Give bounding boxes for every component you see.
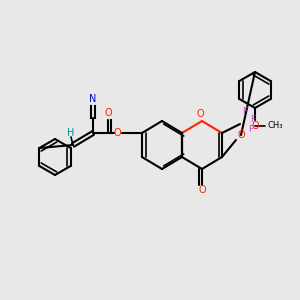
Text: H: H xyxy=(67,128,75,138)
Text: CH₃: CH₃ xyxy=(267,122,283,130)
Text: O: O xyxy=(196,109,204,119)
Text: O: O xyxy=(113,128,121,138)
Text: O: O xyxy=(104,108,112,118)
Text: F: F xyxy=(242,107,247,116)
Text: O: O xyxy=(198,185,206,195)
Text: F: F xyxy=(248,125,253,134)
Text: F: F xyxy=(250,116,255,124)
Text: O: O xyxy=(251,121,259,131)
Text: O: O xyxy=(237,130,245,140)
Text: N: N xyxy=(89,94,97,104)
